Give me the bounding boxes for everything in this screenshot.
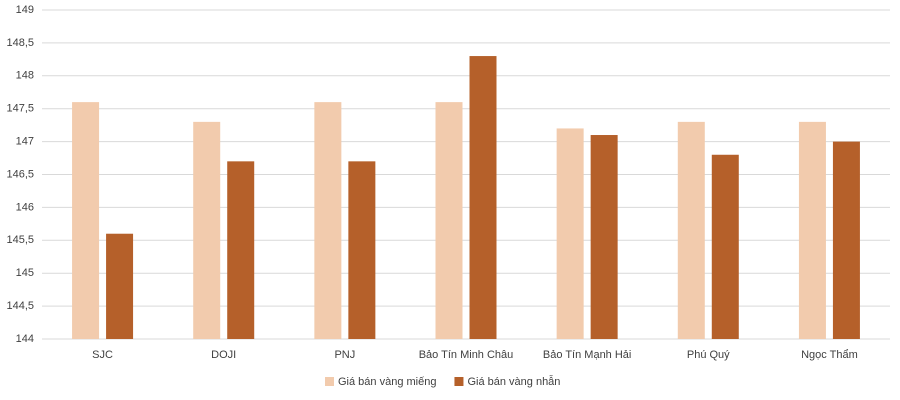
bar: [677, 121, 705, 339]
x-tick-label: Bảo Tín Mạnh Hải: [543, 349, 631, 361]
y-tick-label: 147: [16, 136, 34, 148]
y-tick-label: 147,5: [6, 103, 34, 115]
x-tick-label: Bảo Tín Minh Châu: [419, 349, 514, 361]
y-tick-label: 148: [16, 70, 34, 82]
bar: [590, 135, 618, 339]
bar: [227, 161, 255, 339]
y-tick-label: 148,5: [6, 37, 34, 49]
bar: [556, 128, 584, 339]
bar: [193, 121, 221, 339]
x-tick-label: SJC: [92, 349, 113, 361]
bar: [469, 56, 497, 340]
x-tick-label: DOJI: [211, 349, 236, 361]
y-tick-label: 144,5: [6, 300, 34, 312]
bar: [314, 102, 342, 340]
x-tick-label: Phú Quý: [687, 349, 730, 361]
bar: [711, 154, 739, 339]
y-tick-label: 145: [16, 267, 34, 279]
bar: [435, 102, 463, 340]
legend-swatch: [325, 377, 334, 386]
bar: [348, 161, 376, 339]
bar: [832, 141, 860, 339]
y-tick-label: 146,5: [6, 168, 34, 180]
y-tick-label: 146: [16, 201, 34, 213]
legend-label: Giá bán vàng nhẫn: [467, 375, 560, 388]
x-tick-label: PNJ: [334, 349, 355, 361]
legend-label: Giá bán vàng miếng: [338, 376, 436, 388]
y-tick-label: 149: [16, 4, 34, 16]
y-tick-label: 144: [16, 333, 34, 345]
x-tick-label: Ngọc Thẩm: [801, 349, 858, 361]
bar: [106, 233, 134, 339]
legend-swatch: [454, 377, 464, 386]
bar: [72, 102, 100, 340]
y-tick-label: 145,5: [6, 234, 34, 246]
bar: [798, 121, 826, 339]
